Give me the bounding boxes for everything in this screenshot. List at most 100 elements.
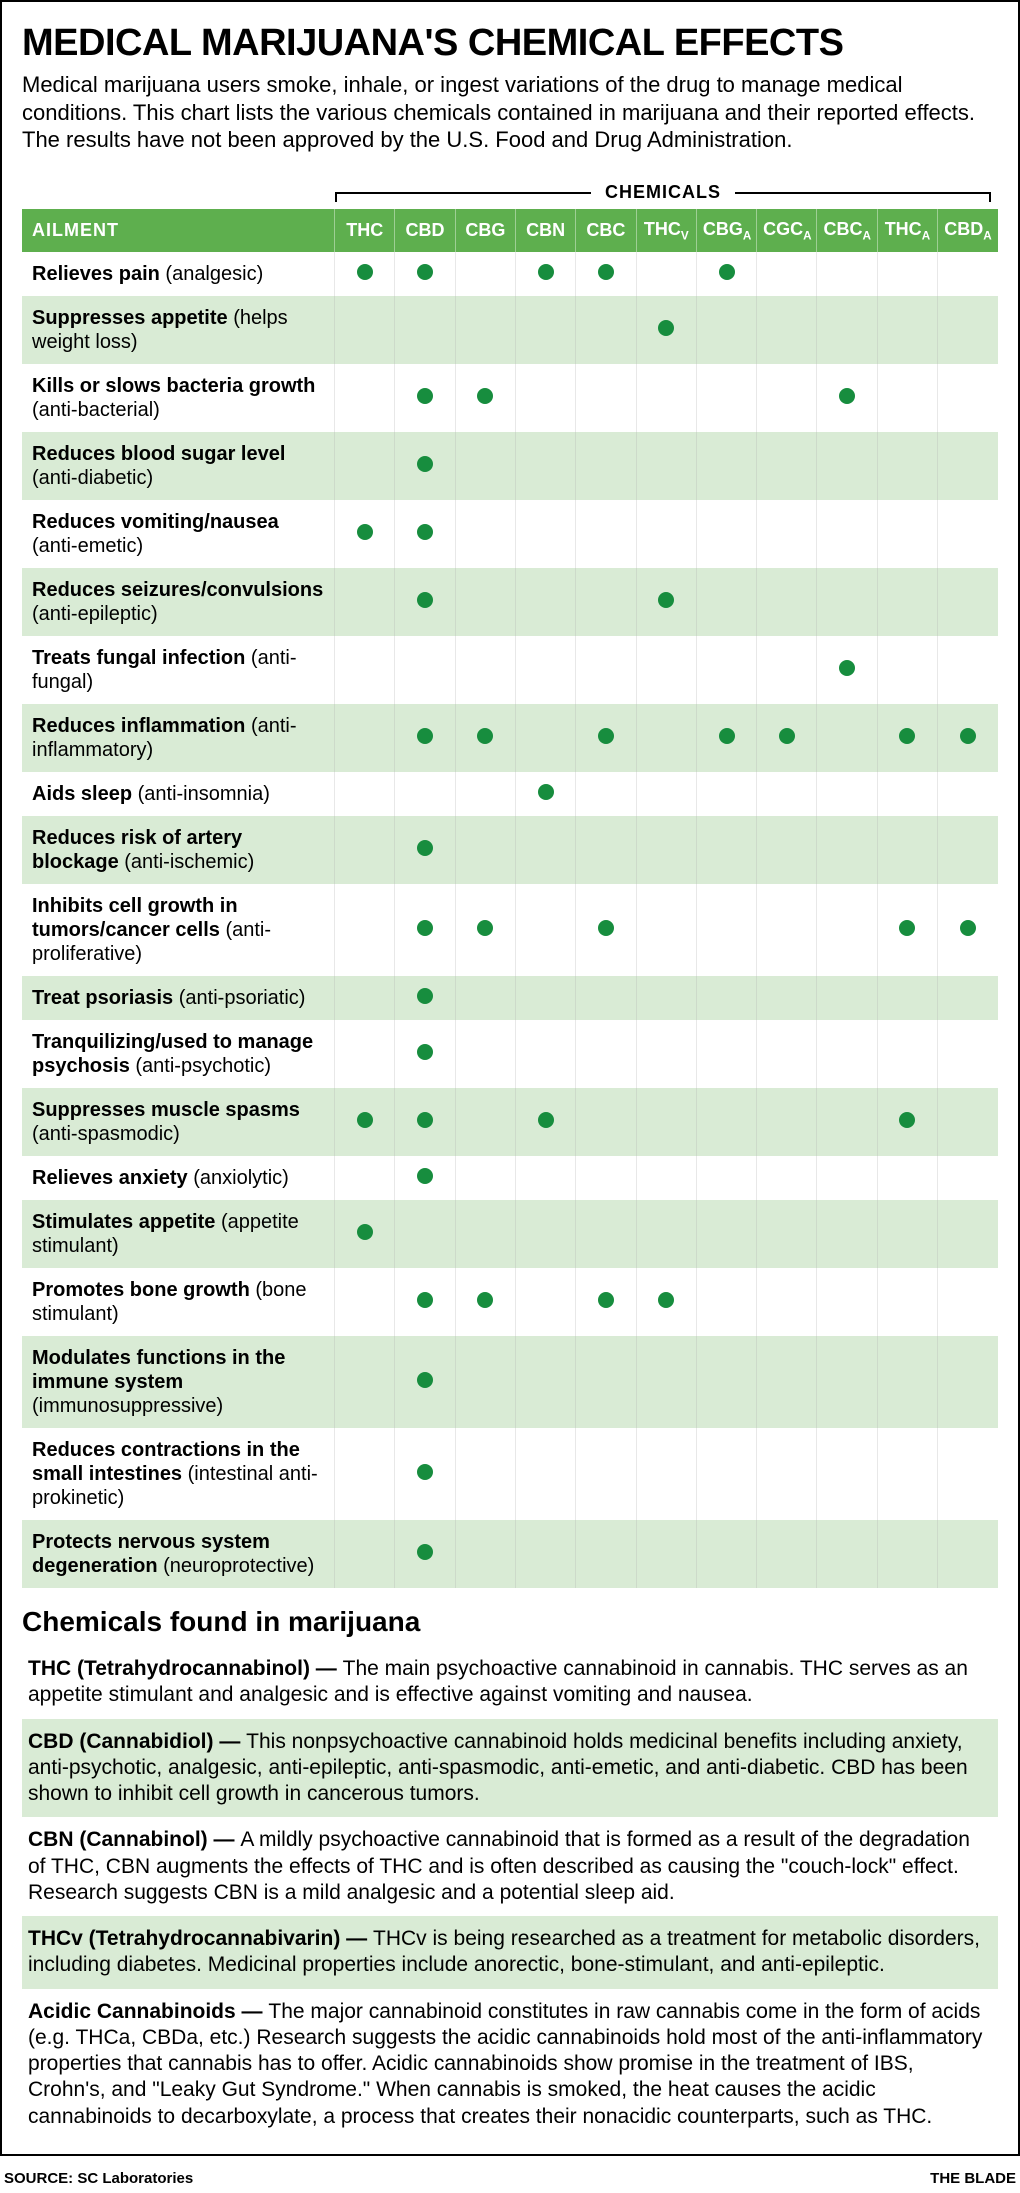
- publisher-text: THE BLADE: [930, 2170, 1016, 2187]
- dot-icon: [477, 388, 493, 404]
- dot-cell: [877, 432, 937, 500]
- dot-cell: [515, 568, 575, 636]
- dot-cell: [335, 816, 395, 884]
- dot-cell: [877, 1200, 937, 1268]
- dot-cell: [636, 976, 696, 1020]
- dot-cell: [877, 772, 937, 816]
- dot-cell: [636, 500, 696, 568]
- dot-cell: [636, 568, 696, 636]
- dot-cell: [877, 500, 937, 568]
- dot-cell: [817, 1020, 877, 1088]
- dot-cell: [335, 1268, 395, 1336]
- dot-cell: [636, 816, 696, 884]
- dot-cell: [757, 296, 817, 364]
- table-row: Reduces risk of artery blockage (anti-is…: [22, 816, 998, 884]
- table-row: Kills or slows bacteria growth (anti-bac…: [22, 364, 998, 432]
- dot-cell: [636, 1520, 696, 1588]
- chemical-description: THCv (Tetrahydrocannabivarin) — THCv is …: [22, 1916, 998, 1989]
- dot-cell: [395, 1088, 455, 1156]
- dot-cell: [877, 1088, 937, 1156]
- dot-cell: [395, 976, 455, 1020]
- dot-cell: [817, 568, 877, 636]
- dot-cell: [696, 772, 756, 816]
- table-row: Reduces inflammation (anti-inflammatory): [22, 704, 998, 772]
- dot-icon: [417, 988, 433, 1004]
- table-row: Tranquilizing/used to manage psychosis (…: [22, 1020, 998, 1088]
- dot-cell: [757, 816, 817, 884]
- dot-cell: [335, 772, 395, 816]
- dot-cell: [696, 1336, 756, 1428]
- table-row: Treat psoriasis (anti-psoriatic): [22, 976, 998, 1020]
- table-row: Reduces contractions in the small intest…: [22, 1428, 998, 1520]
- dot-cell: [395, 364, 455, 432]
- dot-cell: [576, 1520, 636, 1588]
- dot-cell: [636, 432, 696, 500]
- dot-cell: [817, 1428, 877, 1520]
- dot-cell: [515, 1268, 575, 1336]
- dot-cell: [515, 252, 575, 296]
- dot-cell: [938, 364, 998, 432]
- chemicals-bracket-row: CHEMICALS: [22, 178, 998, 211]
- table-row: Suppresses appetite (helps weight loss): [22, 296, 998, 364]
- dot-cell: [817, 1200, 877, 1268]
- dot-icon: [719, 264, 735, 280]
- dot-icon: [538, 264, 554, 280]
- dot-cell: [515, 884, 575, 976]
- dot-cell: [636, 1200, 696, 1268]
- dot-cell: [636, 296, 696, 364]
- dot-cell: [335, 1020, 395, 1088]
- dot-cell: [335, 1156, 395, 1200]
- dot-cell: [938, 1020, 998, 1088]
- dot-cell: [877, 1156, 937, 1200]
- dot-cell: [455, 364, 515, 432]
- dot-cell: [757, 1520, 817, 1588]
- table-row: Relieves pain (analgesic): [22, 252, 998, 296]
- dot-cell: [938, 1336, 998, 1428]
- dot-cell: [636, 1428, 696, 1520]
- dot-icon: [417, 1372, 433, 1388]
- dot-cell: [636, 636, 696, 704]
- dot-cell: [877, 252, 937, 296]
- dot-cell: [395, 252, 455, 296]
- dot-cell: [335, 432, 395, 500]
- dot-cell: [576, 636, 636, 704]
- dot-cell: [938, 704, 998, 772]
- dot-cell: [455, 636, 515, 704]
- dot-cell: [395, 500, 455, 568]
- table-row: Protects nervous system degeneration (ne…: [22, 1520, 998, 1588]
- ailment-label: Relieves pain (analgesic): [22, 252, 335, 296]
- ailment-label: Modulates functions in the immune system…: [22, 1336, 335, 1428]
- ailment-label: Reduces seizures/convulsions (anti-epile…: [22, 568, 335, 636]
- dot-cell: [395, 772, 455, 816]
- dot-cell: [817, 1520, 877, 1588]
- dot-cell: [696, 296, 756, 364]
- dot-cell: [757, 772, 817, 816]
- ailment-label: Tranquilizing/used to manage psychosis (…: [22, 1020, 335, 1088]
- dot-icon: [417, 1544, 433, 1560]
- dot-cell: [877, 296, 937, 364]
- dot-cell: [576, 296, 636, 364]
- dot-icon: [598, 264, 614, 280]
- dot-icon: [598, 728, 614, 744]
- dot-icon: [357, 1112, 373, 1128]
- dot-cell: [938, 500, 998, 568]
- dot-cell: [455, 884, 515, 976]
- dot-cell: [395, 1336, 455, 1428]
- column-header: THCV: [636, 209, 696, 253]
- dot-cell: [335, 1428, 395, 1520]
- dot-cell: [335, 364, 395, 432]
- table-row: Inhibits cell growth in tumors/cancer ce…: [22, 884, 998, 976]
- table-row: Reduces seizures/convulsions (anti-epile…: [22, 568, 998, 636]
- dot-cell: [877, 1520, 937, 1588]
- table-row: Relieves anxiety (anxiolytic): [22, 1156, 998, 1200]
- dot-cell: [515, 1088, 575, 1156]
- dot-icon: [538, 1112, 554, 1128]
- dot-cell: [455, 432, 515, 500]
- ailment-label: Reduces inflammation (anti-inflammatory): [22, 704, 335, 772]
- dot-cell: [395, 296, 455, 364]
- dot-icon: [658, 592, 674, 608]
- dot-cell: [938, 816, 998, 884]
- dot-cell: [576, 704, 636, 772]
- dot-cell: [636, 252, 696, 296]
- ailment-label: Reduces blood sugar level (anti-diabetic…: [22, 432, 335, 500]
